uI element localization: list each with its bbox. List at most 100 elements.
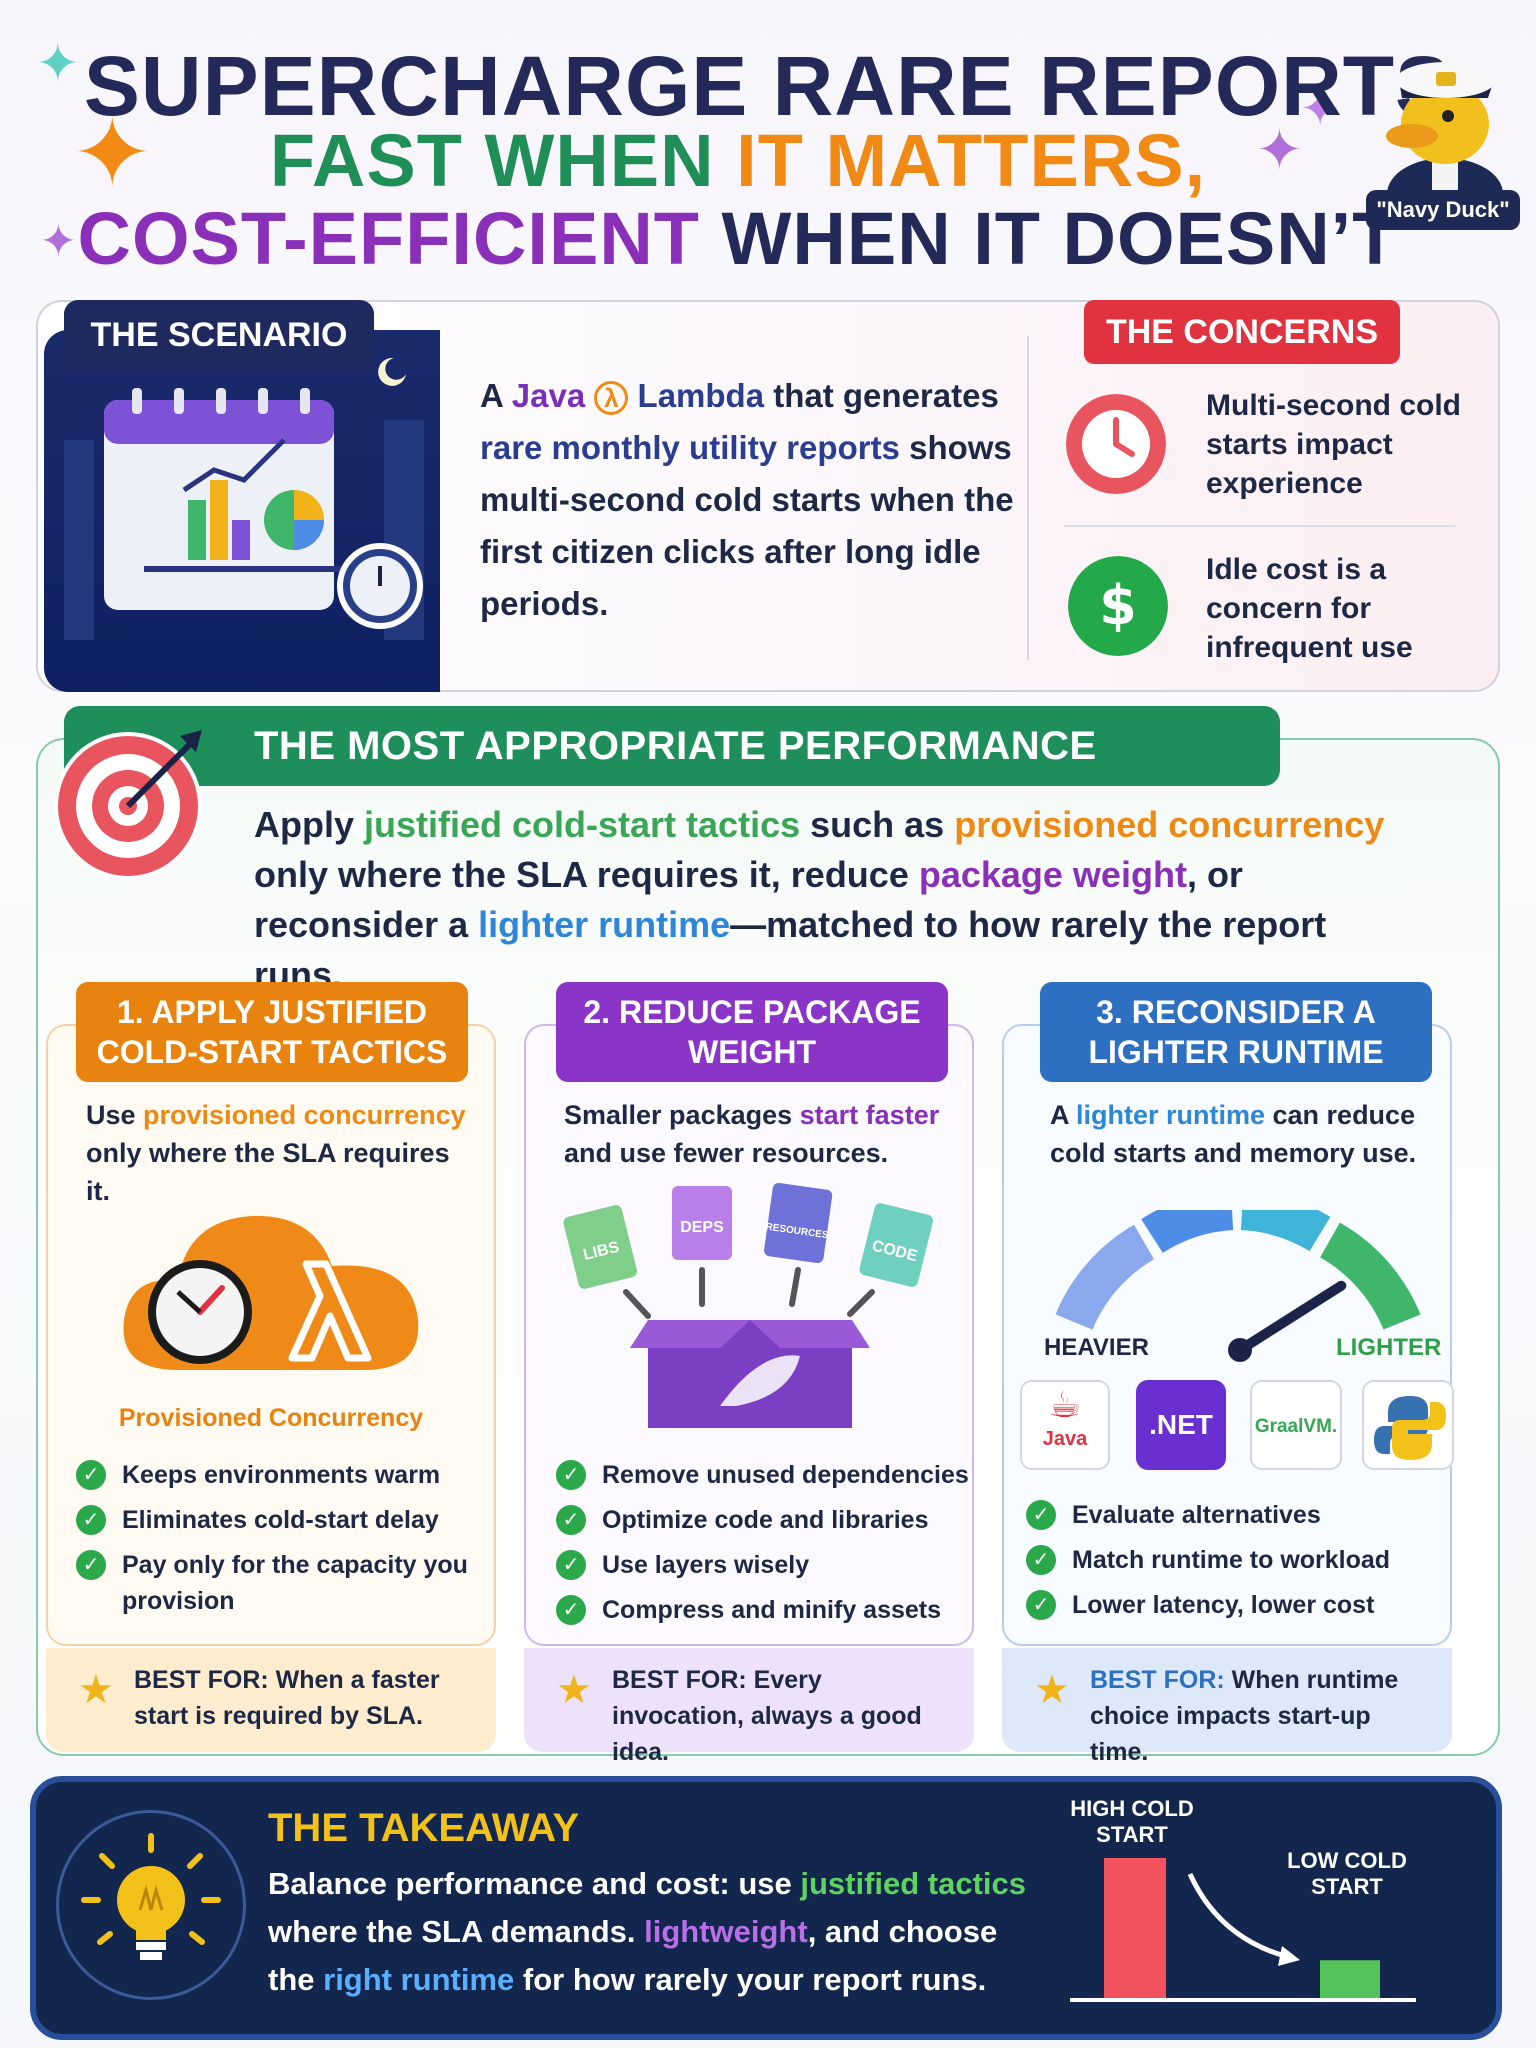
check-icon: ✓ bbox=[76, 1505, 106, 1535]
concerns-divider bbox=[1064, 525, 1456, 527]
approach-text-part: such as bbox=[800, 804, 955, 845]
check-icon: ✓ bbox=[556, 1460, 586, 1490]
bulb-frame bbox=[56, 1810, 246, 2000]
takeaway-text-part: where the SLA demands. bbox=[268, 1914, 645, 1949]
column-3-best-for: ★ BEST FOR: When runtime choice impacts s… bbox=[1002, 1648, 1452, 1766]
column-3-subtitle: A lighter runtime can reduce cold starts… bbox=[1050, 1096, 1460, 1172]
approach-text-part: only where the SLA requires it, reduce bbox=[254, 854, 919, 895]
title-line-1: SUPERCHARGE RARE REPORTS bbox=[83, 39, 1453, 133]
takeaway-panel bbox=[30, 1776, 1502, 2040]
check-text: Remove unused dependencies bbox=[602, 1461, 969, 1489]
clock-icon bbox=[1066, 394, 1166, 494]
approach-text-part: Apply bbox=[254, 804, 365, 845]
java-cup-icon: ☕ bbox=[1048, 1384, 1082, 1425]
takeaway-text: Balance performance and cost: use justif… bbox=[268, 1860, 1028, 2004]
gauge-lighter-label: LIGHTER bbox=[1336, 1334, 1442, 1361]
gauge-heavier-label: HEAVIER bbox=[1044, 1334, 1149, 1361]
title-cost-efficient: COST-EFFICIENT bbox=[77, 197, 700, 280]
java-label: Java bbox=[1042, 1428, 1088, 1450]
python-runtime-tile bbox=[1362, 1380, 1454, 1470]
list-item: ✓ Compress and minify assets bbox=[556, 1592, 976, 1628]
sparkle-icon: ✦ bbox=[40, 217, 77, 266]
gauge-needle bbox=[1235, 1280, 1347, 1355]
best-for-label: BEST FOR: bbox=[612, 1666, 747, 1694]
approach-provisioned-concurrency: provisioned concurrency bbox=[954, 804, 1385, 845]
check-icon: ✓ bbox=[556, 1550, 586, 1580]
file-label: DEPS bbox=[680, 1219, 724, 1236]
concern-text-2: Idle cost is a concern for infrequent us… bbox=[1206, 553, 1413, 664]
title-it-matters: IT MATTERS, bbox=[736, 119, 1207, 202]
star-icon: ★ bbox=[1034, 1668, 1070, 1712]
column-1-best-for: ★ BEST FOR: When a faster start is requir… bbox=[46, 1648, 496, 1752]
sparkle-icon: ✦ bbox=[36, 35, 80, 93]
scenario-illustration bbox=[44, 330, 440, 692]
takeaway-lightweight: lightweight bbox=[644, 1914, 808, 1949]
scenario-text-part: A bbox=[480, 377, 512, 414]
runtime-gauge bbox=[1055, 1210, 1421, 1362]
scenario-text-part bbox=[585, 377, 594, 414]
best-for-text: When runtime choice impacts start-up tim… bbox=[1090, 1666, 1399, 1766]
column-2-subtitle: Smaller packages start faster and use fe… bbox=[564, 1096, 964, 1172]
target-icon bbox=[54, 730, 202, 880]
lambda-icon: λ bbox=[594, 381, 629, 416]
column-1-checklist: ✓ Keeps environments warm ✓ Eliminates col… bbox=[76, 1457, 476, 1628]
column-2-sub-highlight: start faster bbox=[799, 1100, 940, 1130]
scenario-text-part: that generates bbox=[764, 377, 999, 414]
star-icon: ★ bbox=[78, 1668, 114, 1712]
check-text: Keeps environments warm bbox=[122, 1461, 441, 1489]
check-icon: ✓ bbox=[556, 1505, 586, 1535]
best-for-label: BEST FOR: bbox=[1090, 1666, 1225, 1694]
star-icon: ★ bbox=[556, 1668, 592, 1712]
dotnet-runtime-tile: .NET bbox=[1136, 1380, 1226, 1470]
takeaway-text-part: , and choose the bbox=[268, 1914, 998, 1997]
concern-text-1: Multi-second cold starts impact experien… bbox=[1206, 389, 1461, 500]
takeaway-right-runtime: right runtime bbox=[323, 1962, 515, 1997]
calendar-report-icon bbox=[64, 357, 424, 640]
scenario-tag: THE SCENARIO bbox=[64, 300, 374, 370]
list-item: ✓ Use layers wisely bbox=[556, 1547, 976, 1583]
column-1-sub-part: Use bbox=[86, 1100, 144, 1130]
column-3-sub-part: can reduce cold starts and memory use. bbox=[1050, 1100, 1417, 1168]
check-text: Use layers wisely bbox=[602, 1551, 810, 1579]
scenario-reports: rare monthly utility reports bbox=[480, 429, 900, 466]
concerns-tag: THE CONCERNS bbox=[1084, 300, 1400, 364]
approach-lighter-runtime: lighter runtime bbox=[478, 904, 731, 945]
column-1-sub-part: only where the SLA requires it. bbox=[86, 1138, 450, 1206]
takeaway-text-part: for how rarely your report runs. bbox=[514, 1962, 987, 1997]
column-runtime bbox=[1002, 1024, 1452, 1646]
sparkle-icon: ✦ bbox=[72, 100, 153, 207]
takeaway-text-part: Balance performance and cost: use bbox=[268, 1866, 801, 1901]
check-text: Lower latency, lower cost bbox=[1072, 1591, 1375, 1619]
best-for-text: Every invocation, always a good idea. bbox=[612, 1666, 922, 1766]
title-fast: FAST WHEN bbox=[269, 119, 737, 202]
column-3-tag: 3. RECONSIDER A LIGHTER RUNTIME bbox=[1040, 982, 1432, 1082]
scenario-text-part: shows multi-second cold starts when the … bbox=[480, 429, 1014, 622]
column-1-tag: 1. APPLY JUSTIFIED COLD-START TACTICS bbox=[76, 982, 468, 1082]
column-3-sub-part: A bbox=[1050, 1100, 1076, 1130]
title-when-it-doesnt: WHEN IT DOESN’T bbox=[700, 197, 1399, 280]
check-icon: ✓ bbox=[76, 1550, 106, 1580]
dollar-icon: $ bbox=[1068, 556, 1168, 656]
takeaway-title: THE TAKEAWAY bbox=[268, 1806, 580, 1850]
title-line-2: FAST WHEN IT MATTERS, bbox=[0, 118, 1506, 203]
column-2-tag: 2. REDUCE PACKAGE WEIGHT bbox=[556, 982, 948, 1082]
mascot-label: "Navy Duck" bbox=[1366, 190, 1520, 230]
column-1-sub-highlight: provisioned concurrency bbox=[143, 1100, 466, 1130]
check-icon: ✓ bbox=[556, 1595, 586, 1625]
approach-text-part: , or reconsider a bbox=[254, 854, 1243, 945]
list-item: ✓ Eliminates cold-start delay bbox=[76, 1502, 476, 1538]
high-cold-start-bar bbox=[1104, 1858, 1166, 2000]
scenario-text: A Java λ Lambda that generates rare mont… bbox=[480, 370, 1020, 630]
approach-package-weight: package weight bbox=[918, 854, 1187, 895]
vertical-divider bbox=[1027, 336, 1029, 660]
list-item: ✓ Keeps environments warm bbox=[76, 1457, 476, 1493]
column-1-subtitle: Use provisioned concurrency only where t… bbox=[86, 1096, 466, 1210]
provisioned-concurrency-label: Provisioned Concurrency bbox=[118, 1404, 424, 1432]
title-line-3: COST-EFFICIENT WHEN IT DOESN’T bbox=[0, 196, 1506, 281]
list-item: ✓ Evaluate alternatives bbox=[1026, 1497, 1446, 1533]
cloud-icon bbox=[123, 1215, 419, 1370]
best-for-label: BEST FOR: bbox=[134, 1666, 269, 1694]
package-box-icon: LIBS DEPS RESOURCES CODE bbox=[563, 1182, 934, 1428]
check-icon: ✓ bbox=[1026, 1545, 1056, 1575]
column-2-sub-part: and use fewer resources. bbox=[564, 1138, 889, 1168]
